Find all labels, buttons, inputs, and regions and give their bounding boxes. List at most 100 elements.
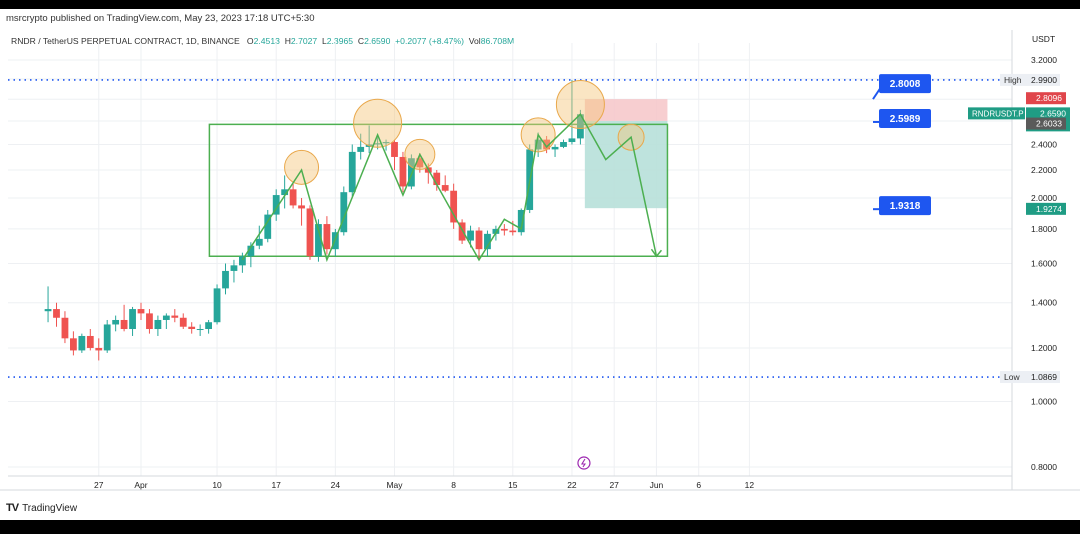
- high-value: 2.7027: [290, 36, 318, 46]
- candle-body: [188, 326, 196, 330]
- candle-body: [306, 208, 314, 257]
- currency-label[interactable]: USDT: [1032, 34, 1056, 44]
- candle-body: [103, 324, 111, 351]
- position-label: 2.8008: [890, 79, 921, 90]
- candle-body: [382, 142, 390, 144]
- candle: [306, 205, 314, 260]
- candle-body: [247, 245, 255, 257]
- y-tick-label: 2.0000: [1031, 193, 1057, 203]
- candle-body: [289, 189, 297, 206]
- y-tick-label: 2.4000: [1031, 139, 1057, 149]
- candle-body: [450, 190, 458, 223]
- candle: [137, 302, 145, 320]
- candle-body: [475, 230, 483, 250]
- candle: [61, 311, 69, 344]
- stop-loss-zone: [584, 99, 668, 121]
- candle: [357, 133, 365, 160]
- candle: [543, 136, 550, 154]
- candle-body: [112, 319, 120, 325]
- candle: [255, 225, 263, 250]
- candle-body: [357, 146, 365, 152]
- x-tick-label: Apr: [134, 480, 147, 490]
- candle-body: [162, 315, 170, 320]
- candle: [484, 230, 491, 257]
- brand[interactable]: TV TradingView: [6, 502, 77, 514]
- position-label: 2.5989: [890, 114, 921, 125]
- highlight-circle: [555, 79, 605, 129]
- price-line-name: High: [1004, 75, 1022, 85]
- price-line-value: 1.0869: [1031, 372, 1057, 382]
- symbol-name-tag: RNDRUSDT.P: [972, 109, 1024, 118]
- y-tick-label: 1.2000: [1031, 343, 1057, 353]
- price-line-tag-bg: [1000, 73, 1060, 86]
- candle-body: [433, 172, 441, 186]
- candle-body: [171, 315, 179, 318]
- candle: [475, 227, 483, 260]
- position-label: 1.9318: [890, 201, 921, 212]
- x-tick-label: 8: [451, 480, 456, 490]
- candle: [382, 139, 390, 151]
- y-tick-label: 1.6000: [1031, 259, 1057, 269]
- candle: [222, 263, 229, 295]
- candle-body: [315, 224, 322, 257]
- candle-body: [323, 224, 331, 250]
- entry-tag: 2.8096: [1036, 93, 1062, 103]
- position-label-bg: [879, 108, 931, 128]
- candle: [230, 259, 238, 283]
- low-value: 2.3965: [326, 36, 354, 46]
- candle: [205, 319, 212, 334]
- candle: [441, 175, 449, 193]
- candle: [560, 139, 567, 149]
- symbol-legend: RNDR / TetherUS PERPETUAL CONTRACT, 1D, …: [11, 36, 514, 46]
- x-tick-label: May: [386, 480, 403, 490]
- y-tick-label: 1.4000: [1031, 298, 1057, 308]
- y-tick-label: 3.2000: [1031, 55, 1057, 65]
- candle-body: [458, 222, 466, 241]
- price-line-tag-bg: [1000, 371, 1060, 384]
- x-tick-label: 6: [696, 480, 701, 490]
- target-tag-bg: [1026, 202, 1066, 215]
- symbol-name[interactable]: RNDR / TetherUS PERPETUAL CONTRACT, 1D, …: [11, 36, 240, 46]
- candle: [103, 319, 111, 353]
- candle-body: [298, 205, 305, 209]
- close-value: 2.6590: [364, 36, 391, 46]
- candle: [53, 302, 60, 327]
- candle: [348, 144, 356, 197]
- candle: [213, 284, 221, 325]
- candle-body: [86, 335, 94, 348]
- change-value: +0.2077 (+8.47%): [395, 36, 464, 46]
- candle: [458, 219, 466, 244]
- highlight-circle: [353, 98, 403, 148]
- candle: [500, 224, 508, 236]
- candle-body: [517, 209, 525, 233]
- take-profit-zone: [584, 120, 668, 209]
- highlight-circle: [284, 149, 320, 185]
- candle: [239, 252, 246, 273]
- candle-body: [509, 230, 517, 233]
- candle-body: [467, 230, 474, 241]
- candle-body: [492, 228, 500, 234]
- arrow-head-icon: [650, 248, 663, 258]
- close-label: C: [357, 36, 365, 46]
- brand-name: TradingView: [22, 502, 78, 514]
- position-label-bg: [879, 74, 931, 94]
- candle-body: [146, 313, 153, 330]
- candle-body: [340, 192, 348, 233]
- candle: [70, 331, 77, 356]
- high-label: H: [284, 36, 291, 46]
- candle: [391, 139, 398, 171]
- candle-body: [272, 195, 280, 215]
- candle-body: [179, 317, 187, 327]
- open-label: O: [246, 36, 254, 46]
- entry-tag-bg: [1026, 92, 1066, 105]
- publisher-note: msrcrypto published on TradingView.com, …: [6, 13, 315, 24]
- tradingview-logo-icon: TV: [6, 502, 19, 514]
- x-tick-label: 27: [609, 480, 619, 490]
- candle-body: [137, 309, 145, 314]
- candle: [112, 315, 120, 332]
- symbol-name-tag-bg: [968, 107, 1025, 120]
- candle-body: [129, 309, 136, 330]
- candle-body: [78, 335, 86, 351]
- candle: [450, 183, 458, 229]
